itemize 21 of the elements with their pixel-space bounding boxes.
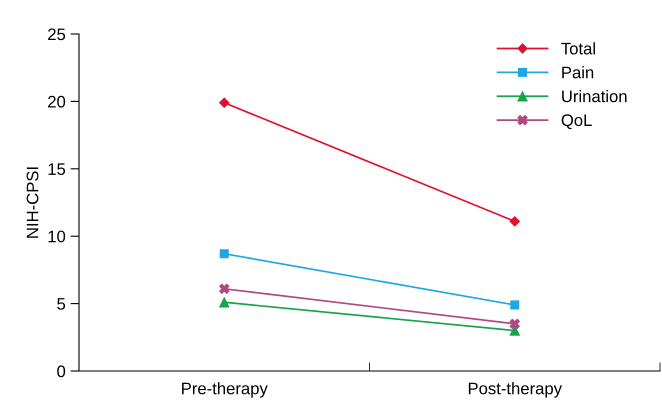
y-tick-label: 5: [57, 298, 66, 310]
point: [510, 325, 520, 336]
y-axis-title: NIH-CPSI: [26, 167, 38, 238]
y-tick-label: 25: [48, 28, 66, 40]
point: [218, 97, 230, 108]
legend-label: Urination: [562, 90, 626, 102]
x-tick-label: Pre-therapy: [182, 382, 268, 398]
y-tick-label: 20: [48, 96, 66, 108]
point: [219, 284, 230, 294]
legend-label: Pain: [562, 66, 594, 78]
x-tick-label: Post-therapy: [468, 382, 562, 398]
legend-label: Total: [561, 42, 595, 54]
point: [219, 297, 230, 308]
y-tick-label: 10: [48, 230, 66, 242]
y-tick-label: 0: [57, 365, 66, 378]
legend-label: QoL: [562, 114, 592, 130]
point: [510, 300, 520, 310]
point: [510, 318, 520, 330]
point: [509, 216, 520, 227]
point: [220, 249, 229, 258]
y-tick-label: 15: [48, 163, 66, 176]
